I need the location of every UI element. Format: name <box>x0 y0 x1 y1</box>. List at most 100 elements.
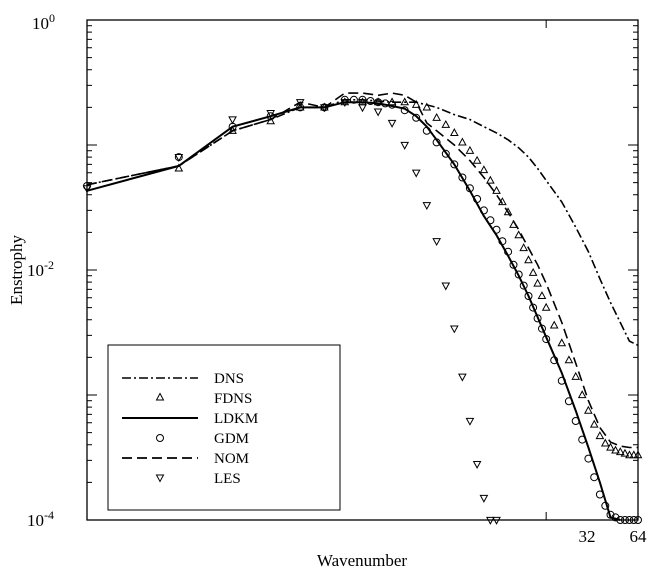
legend-entry-ldkm: LDKM <box>122 411 258 427</box>
data-point-gdm <box>400 106 409 115</box>
data-point-gdm <box>524 292 533 300</box>
series-nom <box>86 92 638 449</box>
data-point-gdm <box>611 513 620 522</box>
data-point-gdm <box>595 490 604 499</box>
x-axis-label: Wavenumber <box>317 551 408 570</box>
legend-swatch-fdns <box>155 392 165 401</box>
data-point-fdns <box>620 448 630 457</box>
data-point-fdns <box>584 405 593 414</box>
data-point-les <box>373 108 383 117</box>
data-point-gdm <box>509 260 518 269</box>
data-point-fdns <box>595 431 605 440</box>
legend-entry-fdns: FDNS <box>155 391 252 407</box>
data-point-fdns <box>625 450 634 459</box>
data-point-gdm <box>422 126 431 135</box>
series-layer <box>82 92 643 525</box>
data-point-les <box>358 104 367 113</box>
data-point-fdns <box>486 175 495 184</box>
data-point-les <box>387 119 397 128</box>
data-point-gdm <box>349 95 358 104</box>
data-point-les <box>441 282 451 291</box>
legend-box <box>107 344 341 511</box>
data-point-les <box>472 461 482 469</box>
data-point-fdns <box>174 163 184 172</box>
data-point-fdns <box>528 267 538 276</box>
data-point-fdns <box>615 447 625 456</box>
data-point-gdm <box>538 324 546 333</box>
legend-label-ldkm: LDKM <box>214 411 258 427</box>
data-point-gdm <box>584 454 593 463</box>
x-tick-label-32: 32 <box>579 527 596 546</box>
data-point-fdns <box>503 207 513 216</box>
data-point-fdns <box>472 155 482 164</box>
data-point-gdm <box>504 247 513 256</box>
x-tick-label-64: 64 <box>630 527 648 546</box>
data-point-gdm <box>498 237 507 246</box>
data-point-gdm <box>412 113 421 122</box>
legend-label-dns: DNS <box>214 371 244 387</box>
data-point-fdns <box>458 137 467 146</box>
data-point-fdns <box>519 243 529 252</box>
data-point-les <box>465 417 475 426</box>
data-point-fdns <box>564 355 574 364</box>
data-point-fdns <box>571 371 581 380</box>
data-point-fdns <box>400 97 410 106</box>
y-tick-label-bottom: 10-4 <box>27 508 54 530</box>
data-point-gdm <box>564 397 573 406</box>
data-point-gdm <box>450 160 459 169</box>
data-point-gdm <box>486 216 495 225</box>
data-point-gdm <box>432 138 441 147</box>
data-point-gdm <box>473 195 482 203</box>
data-point-gdm <box>571 417 580 425</box>
data-point-les <box>295 99 305 108</box>
plot-frame <box>86 19 639 521</box>
series-gdm <box>83 95 642 524</box>
y-tick-label-top: 100 <box>32 11 55 33</box>
data-point-les <box>174 154 184 162</box>
data-point-les <box>479 494 489 503</box>
data-point-fdns <box>432 112 441 121</box>
data-point-gdm <box>606 510 615 519</box>
data-point-fdns <box>422 102 432 111</box>
series-ldkm <box>86 101 621 521</box>
legend-label-les: LES <box>214 471 241 487</box>
data-point-gdm <box>366 97 375 105</box>
data-point-gdm <box>601 501 610 510</box>
data-point-fdns <box>600 438 610 447</box>
data-point-fdns <box>533 278 542 287</box>
data-point-les <box>449 325 459 334</box>
y-axis-label: Enstrophy <box>7 235 26 305</box>
data-point-gdm <box>465 184 474 193</box>
data-point-gdm <box>479 206 488 215</box>
data-point-les <box>400 141 410 150</box>
data-point-fdns <box>411 99 421 108</box>
data-point-gdm <box>590 473 599 482</box>
data-point-fdns <box>449 128 459 136</box>
data-point-gdm <box>557 376 566 385</box>
data-point-fdns <box>557 338 567 347</box>
data-point-gdm <box>542 335 551 344</box>
legend-entry-les: LES <box>155 471 241 487</box>
data-point-gdm <box>550 356 559 365</box>
data-point-gdm <box>533 314 542 323</box>
legend: DNS FDNS LDKM GDM NOM LES <box>107 344 341 511</box>
data-point-gdm <box>492 225 501 234</box>
data-point-fdns <box>549 320 559 329</box>
data-point-gdm <box>296 103 305 112</box>
data-point-gdm <box>388 100 397 109</box>
y-tick-label-mid: 10-2 <box>27 258 54 280</box>
data-point-les <box>422 202 432 211</box>
data-point-fdns <box>492 185 501 194</box>
data-point-fdns <box>577 390 587 399</box>
data-point-gdm <box>519 281 528 290</box>
data-point-fdns <box>606 442 615 451</box>
data-point-fdns <box>537 291 547 300</box>
data-point-gdm <box>441 149 450 158</box>
data-point-fdns <box>441 119 451 128</box>
data-point-gdm <box>358 95 367 104</box>
data-point-les <box>458 373 467 382</box>
data-point-fdns <box>524 255 533 264</box>
data-point-fdns <box>373 97 383 106</box>
legend-swatch-les <box>155 474 165 483</box>
